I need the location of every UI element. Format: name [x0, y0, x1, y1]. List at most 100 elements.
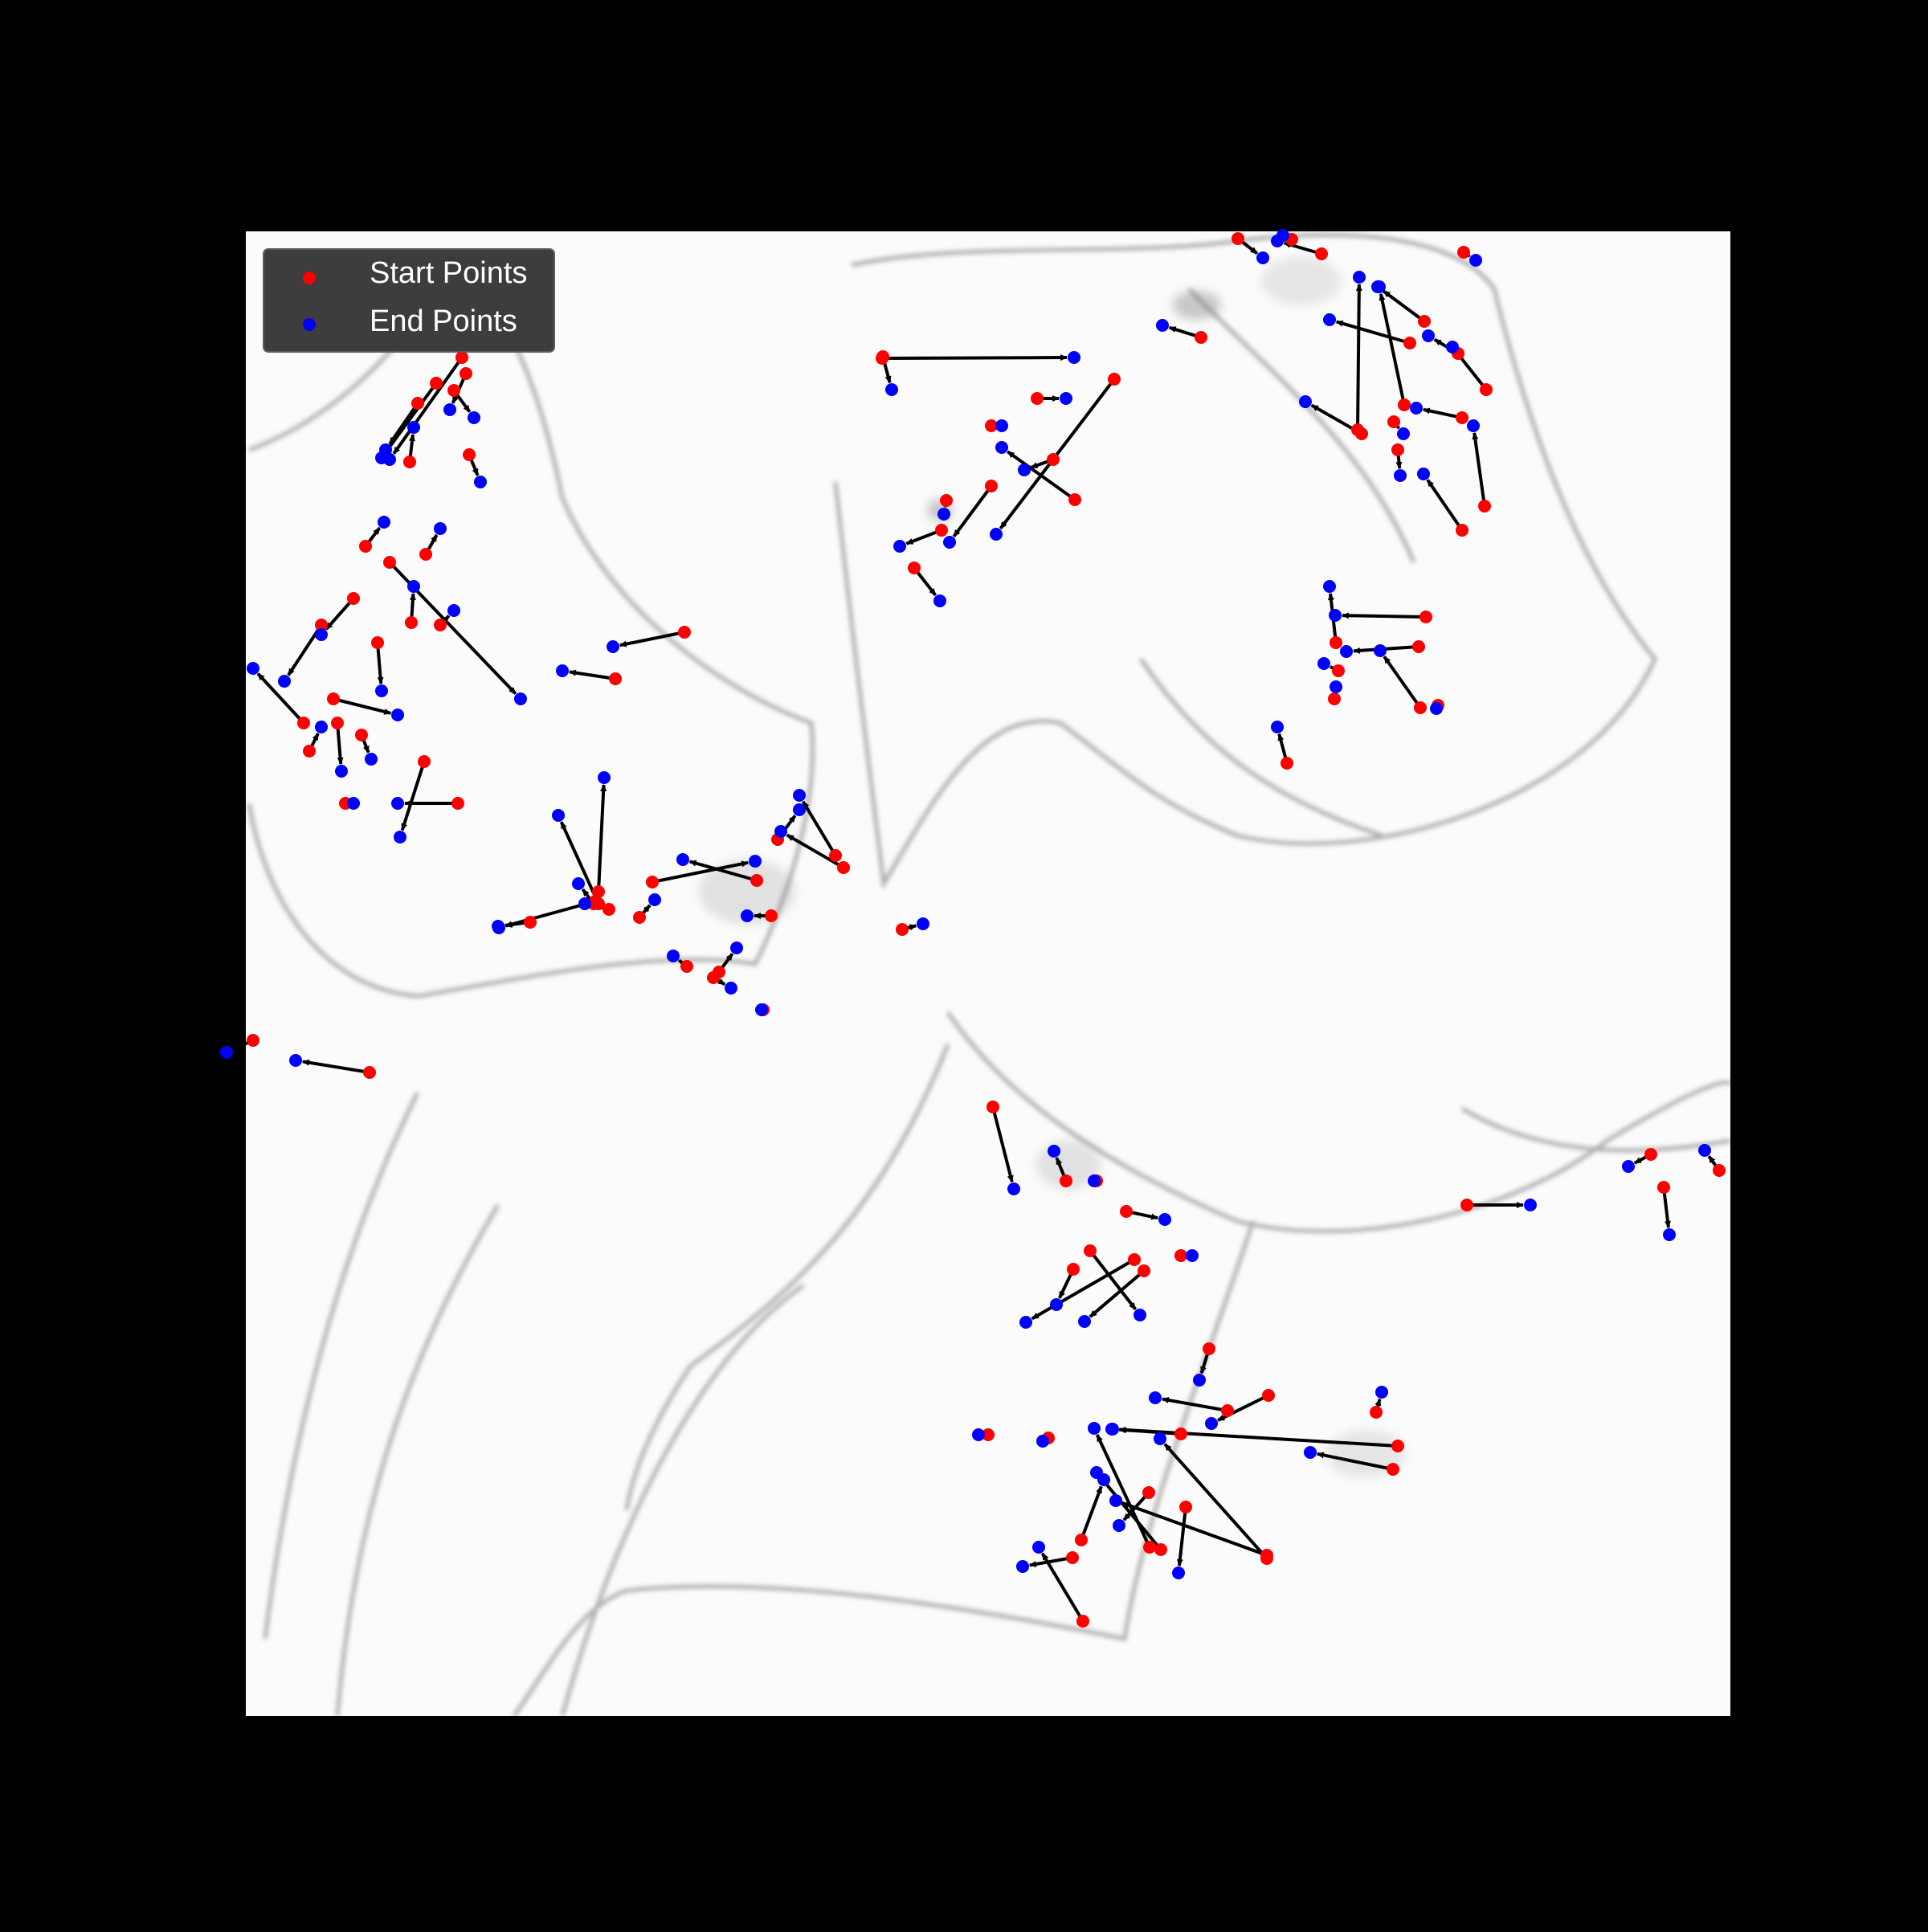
track-arrow [619, 631, 685, 647]
end-point [378, 516, 390, 529]
end-point [1158, 1213, 1171, 1226]
start-point [1457, 246, 1470, 259]
start-point [460, 367, 472, 380]
start-point [1142, 1486, 1155, 1499]
legend-end-marker [303, 318, 316, 331]
start-point [1203, 1342, 1215, 1355]
start-point [359, 540, 372, 553]
track-arrow [786, 833, 844, 869]
end-point [667, 950, 680, 962]
track-arrow [1089, 1249, 1138, 1311]
end-point [1698, 1144, 1711, 1157]
end-point [1050, 1298, 1063, 1311]
track-arrow [388, 402, 419, 445]
end-point [885, 383, 898, 396]
start-point [1138, 1264, 1150, 1277]
start-point [1387, 415, 1400, 428]
start-point [1068, 493, 1081, 506]
start-point [1355, 427, 1368, 440]
end-point [1353, 271, 1366, 284]
end-point [893, 540, 906, 553]
end-point [1186, 1249, 1199, 1262]
cell-outlines [247, 233, 1730, 1716]
start-point [247, 1034, 259, 1047]
start-point [896, 923, 909, 936]
end-point [434, 522, 447, 535]
end-point [468, 411, 480, 424]
end-point [1371, 280, 1384, 293]
track-arrow [801, 800, 837, 857]
track-arrow [568, 669, 616, 680]
start-point [1456, 411, 1468, 424]
start-point [940, 494, 953, 507]
end-point [1304, 1446, 1317, 1459]
end-point [375, 684, 388, 697]
end-point [552, 809, 565, 822]
track-arrow [1118, 1427, 1399, 1448]
track-arrow [1379, 292, 1406, 406]
start-point [1143, 1541, 1156, 1554]
start-point [935, 524, 948, 537]
end-point [774, 825, 787, 838]
end-point [1323, 313, 1336, 326]
track-arrow [991, 1106, 1014, 1183]
track-arrow [256, 672, 305, 725]
end-point [391, 797, 404, 810]
track-arrow [1028, 1556, 1073, 1567]
end-point [1340, 645, 1353, 658]
end-point [1374, 644, 1387, 657]
end-point [793, 803, 806, 816]
start-point [447, 384, 460, 397]
end-point [1446, 341, 1459, 353]
end-point [1430, 702, 1443, 715]
start-point [1370, 1406, 1383, 1419]
end-point [1317, 657, 1330, 670]
end-point [220, 1046, 233, 1059]
start-point [1031, 392, 1044, 405]
start-point [411, 397, 424, 410]
start-point [455, 351, 468, 364]
end-point [365, 753, 378, 766]
start-point [1262, 1389, 1275, 1402]
start-point [982, 1428, 995, 1441]
start-point [829, 849, 842, 862]
track-arrow [1472, 431, 1486, 507]
start-point [1108, 373, 1121, 386]
end-point [379, 443, 392, 456]
end-point [1422, 329, 1435, 342]
track-arrow [1100, 1477, 1162, 1551]
start-point [609, 672, 622, 685]
start-point [678, 626, 691, 639]
end-point [755, 1003, 768, 1016]
track-arrow [1316, 1452, 1394, 1471]
start-point [1403, 337, 1416, 349]
end-point [1663, 1228, 1676, 1241]
track-arrow [1089, 1269, 1146, 1318]
track-arrow [1422, 407, 1463, 419]
track-arrow [1095, 1434, 1151, 1548]
end-point [1330, 680, 1342, 693]
start-point [986, 1101, 999, 1113]
end-point [793, 789, 806, 802]
end-point [730, 941, 743, 954]
start-point [463, 448, 476, 461]
track-arrow [1080, 1485, 1103, 1541]
end-point [1271, 235, 1284, 247]
start-point [297, 717, 310, 729]
start-point [1398, 398, 1411, 411]
end-point [1032, 1541, 1045, 1554]
start-point [1460, 1199, 1473, 1211]
end-point [1417, 468, 1430, 480]
track-arrow [1163, 1443, 1268, 1560]
track-arrow [688, 860, 758, 882]
start-point [1047, 453, 1060, 466]
track-arrow [1121, 1501, 1268, 1557]
start-point [680, 960, 693, 973]
start-point [1391, 1440, 1404, 1452]
end-point [1109, 1494, 1122, 1507]
start-point [592, 897, 605, 910]
start-point [451, 797, 464, 810]
end-point [995, 441, 1008, 454]
